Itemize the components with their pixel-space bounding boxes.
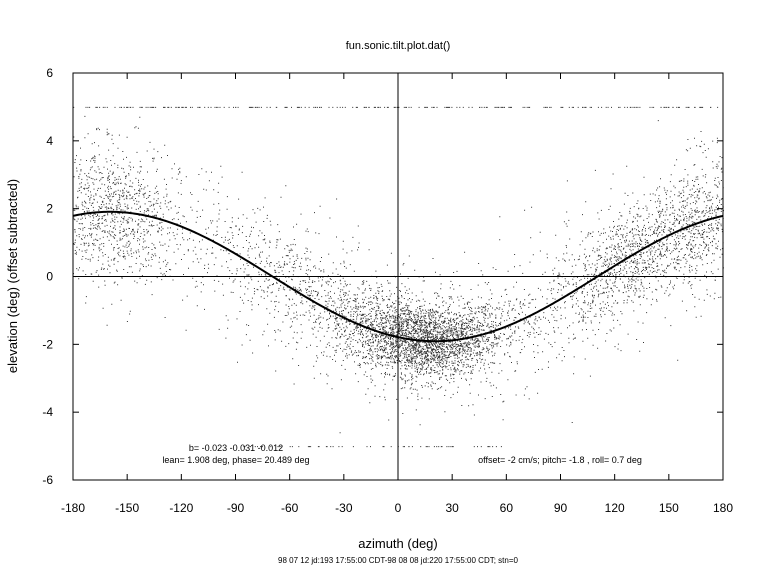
chart-title: fun.sonic.tilt.plot.dat() (346, 40, 451, 52)
footer-date-range: 98 07 12 jd:193 17:55:00 CDT-98 08 08 jd… (278, 556, 519, 565)
annotation-offset-pitch-roll: offset= -2 cm/s; pitch= -1.8 , roll= 0.7… (478, 455, 642, 465)
x-axis-label: azimuth (deg) (358, 536, 437, 551)
x-tick-label: -180 (61, 501, 85, 515)
x-tick-label: -150 (115, 501, 139, 515)
x-tick-label: -60 (281, 501, 299, 515)
x-tick-label: 30 (445, 501, 459, 515)
x-tick-label: 120 (605, 501, 625, 515)
x-tick-label: 150 (659, 501, 679, 515)
x-tick-label: -30 (335, 501, 353, 515)
x-tick-label: 0 (395, 501, 402, 515)
y-tick-label: 0 (46, 270, 53, 284)
annotation-b-values: b= -0.023 -0.031 -0.012 (189, 443, 283, 453)
y-axis-label: elevation (deg) (offset subtracted) (5, 179, 20, 373)
y-tick-label: -2 (42, 337, 53, 351)
annotation-lean-phase: lean= 1.908 deg, phase= 20.489 deg (162, 455, 309, 465)
x-axis-ticks: -180 -150 -120 -90 -60 -30 0 30 60 90 120 150 180 (61, 73, 733, 515)
x-tick-label: 180 (713, 501, 733, 515)
x-tick-label: -120 (169, 501, 193, 515)
x-tick-label: -90 (227, 501, 245, 515)
y-axis-ticks: -6 -4 -2 0 2 4 6 (42, 66, 723, 487)
y-tick-label: 4 (46, 134, 53, 148)
y-tick-label: -4 (42, 405, 53, 419)
x-tick-label: 90 (554, 501, 568, 515)
y-tick-label: -6 (42, 473, 53, 487)
y-tick-label: 2 (46, 202, 53, 216)
y-tick-label: 6 (46, 66, 53, 80)
x-tick-label: 60 (500, 501, 514, 515)
